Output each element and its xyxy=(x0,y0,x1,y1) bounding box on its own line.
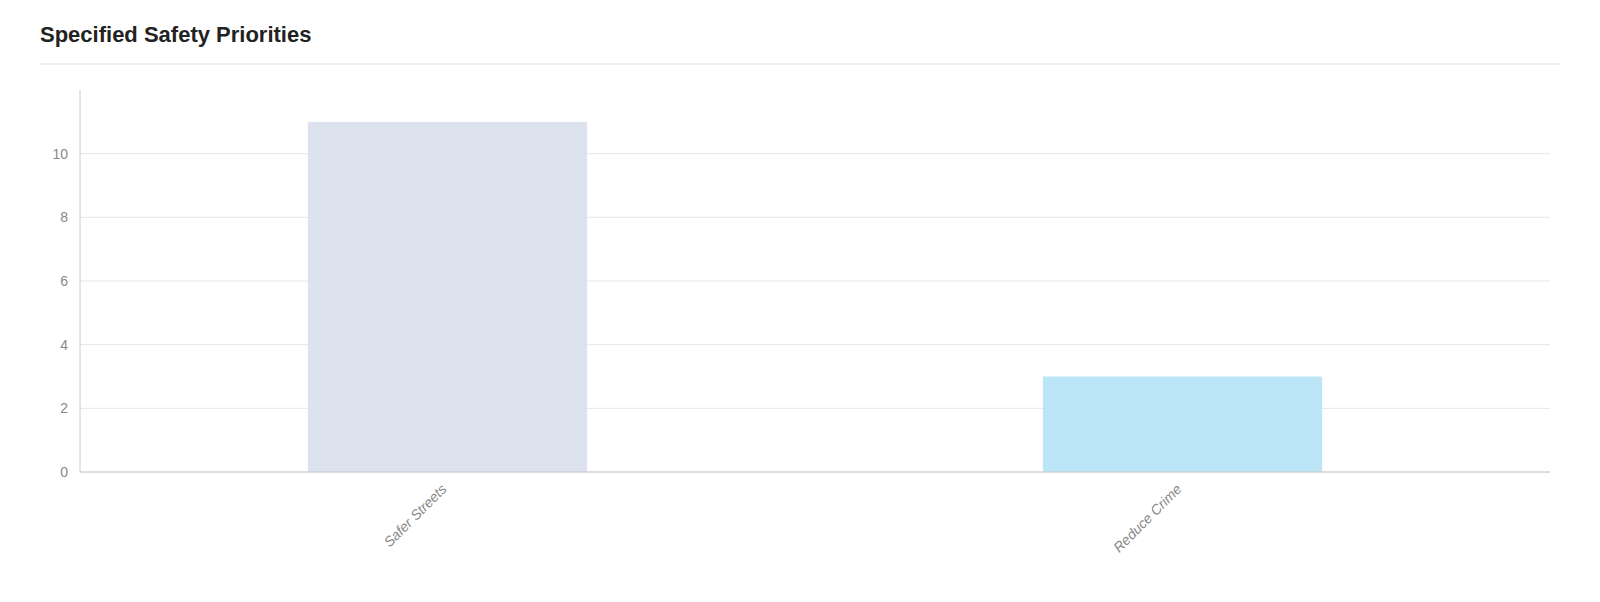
grid-line xyxy=(80,153,1550,154)
grid-line xyxy=(80,344,1550,345)
bar xyxy=(308,122,587,472)
bar xyxy=(1043,377,1322,473)
y-grid xyxy=(80,154,1550,472)
y-tick-label: 10 xyxy=(52,146,68,162)
chart-container: Specified Safety Priorities 0 2 4 6 8 10 Safer … xyxy=(0,0,1600,602)
y-tick-label: 4 xyxy=(60,337,68,353)
title-separator xyxy=(40,64,1560,65)
x-tick-label: Safer Streets xyxy=(381,481,450,550)
y-tick-label: 6 xyxy=(60,273,68,289)
bars xyxy=(308,122,1322,472)
grid-line xyxy=(80,408,1550,409)
chart-svg: Specified Safety Priorities 0 2 4 6 8 10 Safer … xyxy=(0,0,1600,602)
grid-line xyxy=(80,472,1550,473)
grid-line xyxy=(80,281,1550,282)
y-axis-line xyxy=(80,90,81,472)
grid-line xyxy=(80,217,1550,218)
y-tick-label: 8 xyxy=(60,209,68,225)
y-tick-label: 0 xyxy=(60,464,68,480)
x-tick-label: Reduce Crime xyxy=(1110,481,1185,556)
chart-title: Specified Safety Priorities xyxy=(40,22,311,47)
y-tick-label: 2 xyxy=(60,400,68,416)
x-axis-line xyxy=(80,472,1550,473)
